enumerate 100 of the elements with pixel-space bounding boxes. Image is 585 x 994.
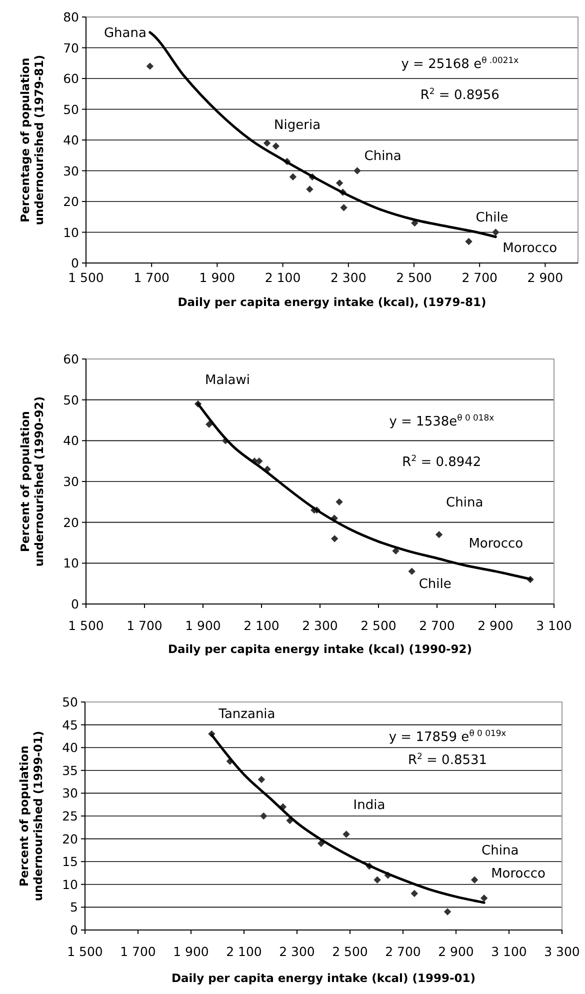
annotation: R$^{2}$ = 0.8531 xyxy=(408,751,488,768)
x-tick-label: 2 500 xyxy=(396,270,432,285)
y-axis-title: Percent of population undernourished (1999-01) xyxy=(17,730,45,902)
point xyxy=(289,173,297,180)
y-tick-label: 0 xyxy=(71,596,80,612)
point xyxy=(306,186,314,193)
y-tick-label: 70 xyxy=(63,40,80,56)
annotation: R$^{2}$ = 0.8956 xyxy=(420,86,500,103)
point xyxy=(340,204,348,212)
point xyxy=(435,530,443,538)
point xyxy=(374,876,381,884)
y-tick-label: 20 xyxy=(62,831,78,846)
x-tick-label: 2 700 xyxy=(462,270,498,285)
y-tick-label: 30 xyxy=(63,163,80,178)
annotation: y = 17859 e$^{θ 0 019x}$ xyxy=(388,728,506,746)
annotation: Nigeria xyxy=(274,118,321,134)
y-tick-label: 40 xyxy=(62,740,78,756)
y-tick-label: 45 xyxy=(62,717,78,732)
point xyxy=(492,228,500,236)
y-tick-label: 30 xyxy=(62,786,78,801)
y-tick-label: 50 xyxy=(63,102,80,117)
y-tick-label: 50 xyxy=(62,694,78,710)
x-axis-title: Daily per capita energy intake (kcal), (1979-81) xyxy=(178,295,486,309)
point xyxy=(444,908,452,916)
x-tick-label: 2 700 xyxy=(419,618,455,633)
point xyxy=(342,830,350,838)
point xyxy=(336,179,344,187)
annotation: Malawi xyxy=(205,372,250,388)
x-axis-title: Daily per capita energy intake (kcal) (1990-92) xyxy=(168,642,472,656)
y-axis-title: Percent of population undernourished (1990-92) xyxy=(18,396,46,567)
x-tick-label: 1 700 xyxy=(120,944,156,959)
annotation: Tanzania xyxy=(218,706,276,722)
x-axis-title: Daily per capita energy intake (kcal) (1999-01) xyxy=(171,971,476,985)
x-tick-label: 2 100 xyxy=(226,944,262,959)
annotation: Chile xyxy=(476,210,508,226)
x-tick-label: 2 500 xyxy=(332,944,368,959)
x-tick-label: 2 300 xyxy=(279,944,315,959)
y-tick-label: 15 xyxy=(62,854,78,870)
y-tick-label: 50 xyxy=(63,392,80,408)
annotation: y = 1538e$^{θ 0 018x}$ xyxy=(389,412,494,430)
point xyxy=(470,876,478,884)
x-tick-label: 3 100 xyxy=(536,618,572,633)
annotation: R$^{2}$ = 0.8942 xyxy=(402,453,482,470)
annotation: China xyxy=(446,495,484,510)
y-tick-label: 5 xyxy=(70,900,78,915)
x-tick-label: 1 500 xyxy=(67,944,103,959)
y-tick-label: 20 xyxy=(63,514,80,530)
annotation: Morocco xyxy=(502,241,558,256)
y-axis-title: Percentage of population undernourished (1979-81) xyxy=(18,54,46,226)
y-tick-label: 60 xyxy=(63,71,80,86)
y-tick-label: 0 xyxy=(71,256,80,270)
point xyxy=(260,812,268,820)
x-tick-label: 2 300 xyxy=(302,618,338,633)
point xyxy=(354,167,361,174)
x-tick-label: 1 900 xyxy=(199,270,236,285)
point xyxy=(263,139,271,147)
point xyxy=(410,890,418,898)
point xyxy=(258,776,266,784)
point xyxy=(331,535,338,542)
y-tick-label: 60 xyxy=(63,352,80,366)
y-tick-label: 10 xyxy=(62,876,78,892)
x-tick-label: 2 300 xyxy=(330,270,366,285)
point xyxy=(465,238,472,246)
point xyxy=(256,457,263,465)
x-tick-label: 1 500 xyxy=(68,270,104,285)
x-tick-label: 1 700 xyxy=(126,618,162,633)
x-tick-label: 2 900 xyxy=(438,944,474,959)
annotation: Morocco xyxy=(491,866,546,882)
x-tick-label: 2 100 xyxy=(244,618,280,633)
annotation: Chile xyxy=(418,577,452,592)
annotation: China xyxy=(482,844,519,859)
x-tick-label: 1 900 xyxy=(173,944,209,959)
x-tick-label: 1 500 xyxy=(68,618,104,633)
point xyxy=(480,894,488,902)
annotation: y = 25168 e$^{θ .0021x}$ xyxy=(401,55,519,72)
x-tick-label: 2 100 xyxy=(264,270,301,285)
x-tick-label: 2 900 xyxy=(527,270,564,285)
y-tick-label: 40 xyxy=(63,433,80,448)
annotation: Morocco xyxy=(468,536,524,552)
annotation: India xyxy=(353,798,386,814)
y-tick-label: 10 xyxy=(63,224,80,240)
annotation: Ghana xyxy=(104,26,146,41)
x-tick-label: 2 700 xyxy=(385,944,421,959)
y-tick-label: 80 xyxy=(63,10,80,24)
x-tick-label: 2 500 xyxy=(360,618,396,633)
y-tick-label: 30 xyxy=(63,474,80,489)
y-tick-label: 25 xyxy=(62,808,78,824)
x-tick-label: 3 300 xyxy=(544,944,580,959)
x-tick-label: 2 900 xyxy=(478,618,514,633)
y-tick-label: 10 xyxy=(63,556,80,571)
y-tick-label: 20 xyxy=(63,194,80,209)
x-tick-label: 1 700 xyxy=(134,270,170,285)
point xyxy=(146,62,154,70)
y-tick-label: 40 xyxy=(63,132,80,148)
x-tick-label: 3 100 xyxy=(491,944,527,959)
point xyxy=(336,498,343,506)
y-tick-label: 0 xyxy=(70,922,78,938)
point xyxy=(272,142,280,150)
annotation: China xyxy=(364,148,402,164)
y-tick-label: 35 xyxy=(62,762,78,778)
